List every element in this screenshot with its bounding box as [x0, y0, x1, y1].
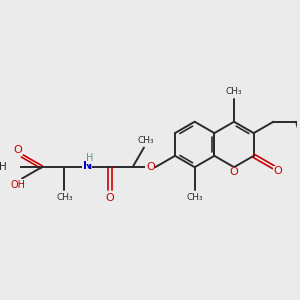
- Text: O: O: [230, 167, 239, 177]
- Text: H: H: [0, 162, 7, 172]
- Text: OH: OH: [11, 180, 26, 190]
- Text: N: N: [82, 161, 92, 171]
- Text: O: O: [14, 145, 22, 155]
- Text: O: O: [273, 166, 282, 176]
- Text: CH₃: CH₃: [186, 193, 203, 202]
- Text: O: O: [106, 193, 114, 203]
- Text: CH₃: CH₃: [56, 193, 73, 202]
- Text: O: O: [146, 162, 155, 172]
- Text: CH₃: CH₃: [137, 136, 154, 145]
- Text: CH₃: CH₃: [226, 87, 242, 96]
- Text: H: H: [86, 153, 94, 163]
